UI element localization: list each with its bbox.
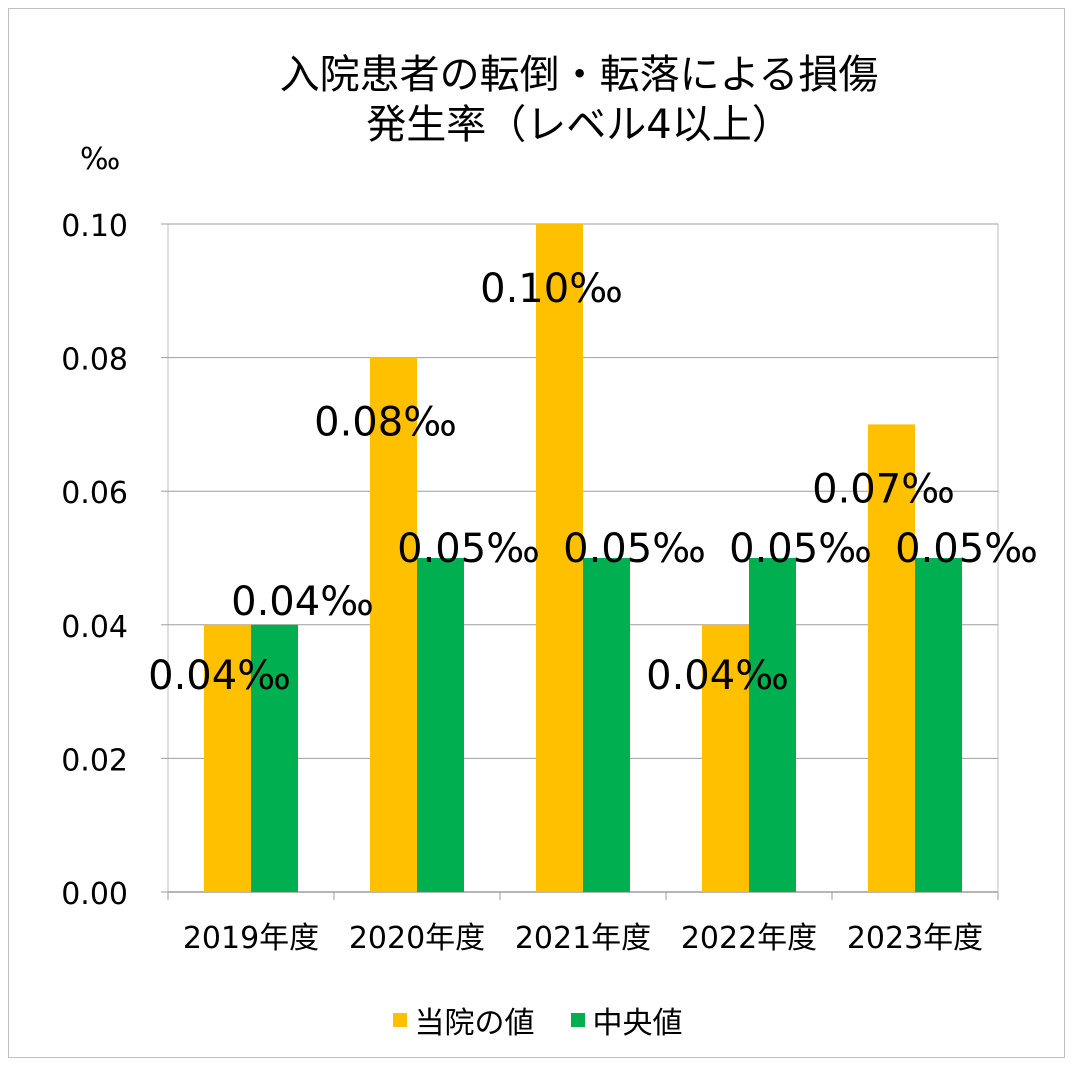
bar-median (251, 624, 298, 892)
y-tick-label: 0.02 (61, 743, 128, 778)
data-label-hospital: 0.10‰ (480, 266, 623, 312)
legend-item-hospital: 当院の値 (392, 998, 535, 1042)
legend-label-median: 中央値 (592, 1006, 683, 1041)
bar-hospital (370, 357, 417, 893)
y-tick-label: 0.10 (61, 209, 128, 244)
legend-item-median: 中央値 (570, 998, 683, 1042)
bar-median (417, 558, 464, 892)
legend-label-hospital: 当院の値 (414, 1006, 535, 1041)
data-label-median: 0.05‰ (397, 526, 540, 572)
x-tick-label: 2022年度 (681, 921, 817, 956)
data-label-hospital: 0.04‰ (148, 653, 291, 699)
x-tick-label: 2020年度 (349, 921, 485, 956)
chart-title-line1: 入院患者の転倒・転落による損傷 (279, 52, 879, 98)
bar-hospital (204, 624, 251, 892)
data-label-median: 0.05‰ (563, 526, 706, 572)
x-tick-label: 2021年度 (515, 921, 651, 956)
bar-hospital (536, 224, 583, 892)
y-tick-label: 0.04 (61, 610, 128, 645)
data-label-median: 0.05‰ (895, 526, 1038, 572)
data-label-hospital: 0.04‰ (646, 653, 789, 699)
x-tick-label: 2023年度 (847, 921, 983, 956)
y-tick-label: 0.00 (61, 877, 128, 912)
legend-swatch-median (570, 1013, 585, 1027)
bar-median (915, 558, 962, 892)
y-tick-label: 0.06 (61, 476, 128, 511)
data-label-median: 0.05‰ (729, 526, 872, 572)
chart-title-line2: 発生率（レベル4以上） (366, 102, 792, 148)
bar-hospital (702, 624, 749, 892)
bar-median (749, 558, 796, 892)
x-tick-label: 2019年度 (183, 921, 319, 956)
legend: 当院の値 中央値 (0, 998, 1075, 1042)
data-label-hospital: 0.08‰ (314, 400, 457, 446)
bar-hospital (868, 424, 915, 892)
data-label-hospital: 0.07‰ (812, 466, 955, 512)
data-label-median: 0.04‰ (231, 579, 374, 625)
y-tick-label: 0.08 (61, 343, 128, 378)
y-axis-unit: ‰ (80, 142, 121, 177)
chart-title: 入院患者の転倒・転落による損傷 発生率（レベル4以上） (0, 50, 1075, 150)
legend-swatch-hospital (392, 1013, 407, 1027)
bar-median (583, 558, 630, 892)
